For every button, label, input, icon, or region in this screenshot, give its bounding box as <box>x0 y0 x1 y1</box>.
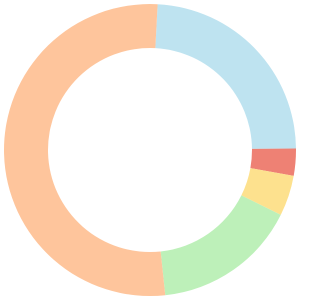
donut-segment <box>160 195 281 296</box>
donut-segment <box>241 168 294 215</box>
donut-segment <box>3 3 166 297</box>
page: (() => { const data = JSON.parse(documen… <box>3 3 297 297</box>
donut-segment <box>155 4 296 149</box>
chart <box>3 3 297 297</box>
donut-segment <box>250 148 297 176</box>
